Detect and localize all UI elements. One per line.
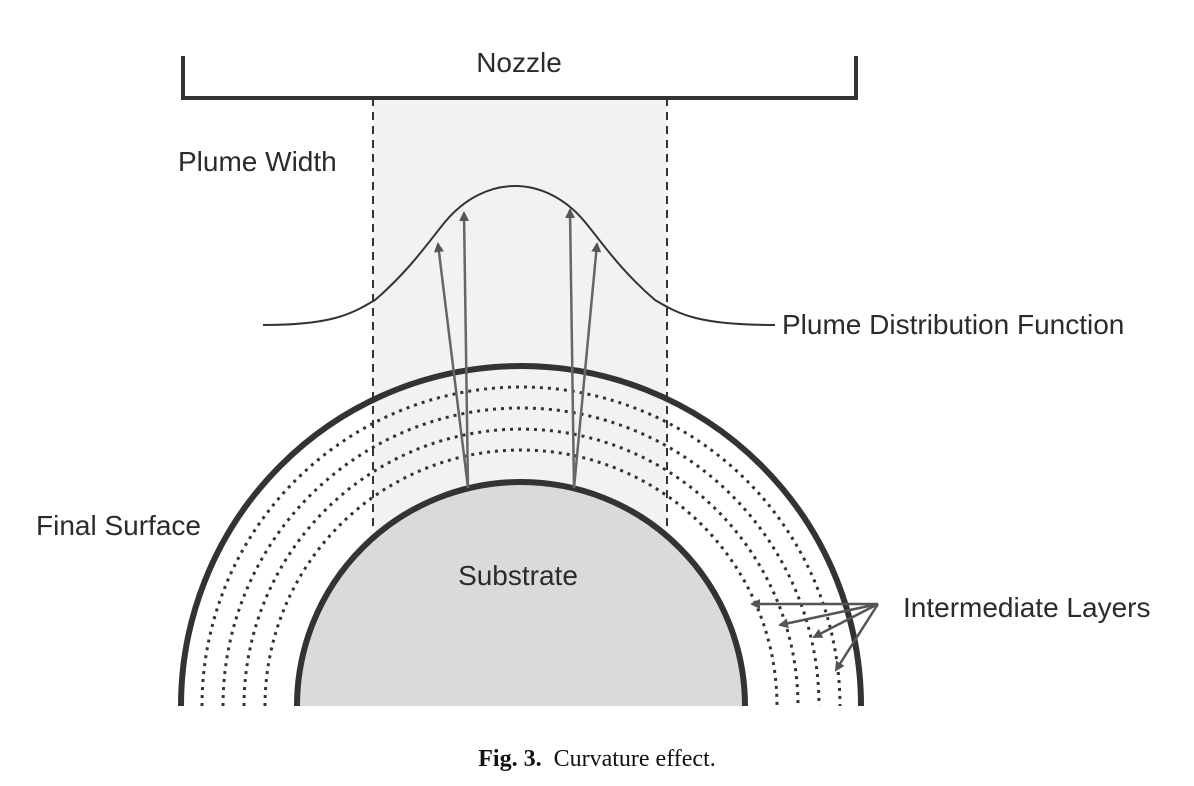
nozzle-label: Nozzle [476, 47, 562, 78]
final-surface-arc [178, 363, 864, 707]
plume-distribution-function-label: Plume Distribution Function [782, 309, 1124, 340]
deposition-arrow-2 [459, 211, 470, 489]
plume-distribution-curve [262, 184, 776, 326]
intermediate-layers-pointer-3 [812, 602, 879, 639]
deposition-arrow-4 [572, 242, 602, 489]
intermediate-layers-pointer-2 [778, 602, 879, 629]
plume-width-band [373, 98, 667, 530]
figure-caption: Fig. 3. Curvature effect. [0, 746, 1194, 773]
figure-caption-prefix: Fig. 3. [478, 746, 542, 772]
substrate-shape [297, 482, 745, 706]
deposition-arrow-1 [434, 242, 470, 489]
final-surface-label: Final Surface [36, 510, 201, 541]
intermediate-layers-label: Intermediate Layers [903, 592, 1150, 623]
substrate-label: Substrate [458, 560, 578, 591]
nozzle-bracket [181, 56, 858, 100]
plume-width-label: Plume Width [178, 146, 337, 177]
substrate-outline [294, 479, 748, 707]
deposition-arrow-3 [565, 208, 576, 489]
intermediate-layer-2 [221, 406, 821, 707]
intermediate-layer-3 [242, 427, 800, 707]
intermediate-layers-pointer-4 [834, 603, 880, 672]
figure-caption-text: Curvature effect. [553, 746, 716, 772]
intermediate-layer-4 [263, 448, 779, 707]
